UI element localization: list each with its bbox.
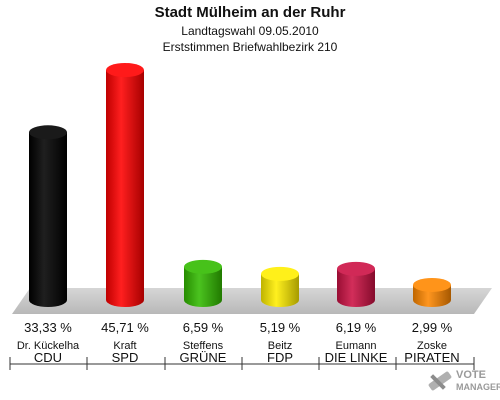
bar-die-linke: [337, 261, 375, 307]
bar-body: [337, 268, 375, 307]
value-label: 45,71 %: [101, 320, 149, 335]
bar-top: [413, 277, 451, 292]
party-label: CDU: [34, 350, 62, 365]
candidate-label: Dr. Kückelha: [17, 340, 80, 352]
bar-body: [261, 273, 299, 307]
party-label: PIRATEN: [404, 350, 459, 365]
party-label: GRÜNE: [180, 350, 227, 365]
watermark-line2: MANAGER: [456, 382, 500, 392]
vote-manager-logo: VOTE MANAGER: [428, 369, 500, 392]
candidate-label: Zoske: [417, 340, 447, 352]
bar-fdp: [261, 266, 299, 307]
bar-top: [29, 125, 67, 140]
bar-gr-ne: [184, 259, 222, 307]
chart-subtitle: Landtagswahl 09.05.2010: [181, 24, 319, 38]
value-label: 6,19 %: [336, 320, 377, 335]
party-label: FDP: [267, 350, 293, 365]
watermark-line1: VOTE: [456, 369, 486, 381]
party-label: SPD: [112, 350, 139, 365]
bar-top: [337, 261, 375, 276]
bar-body: [106, 70, 144, 307]
value-label: 6,59 %: [183, 320, 224, 335]
bar-body: [184, 266, 222, 307]
candidate-label: Kraft: [113, 340, 136, 352]
candidate-label: Steffens: [183, 340, 224, 352]
bar-cdu: [29, 125, 67, 307]
category-axis: [9, 357, 475, 370]
value-label: 2,99 %: [412, 320, 453, 335]
candidate-label: Beitz: [268, 340, 292, 352]
bar-top: [184, 259, 222, 274]
candidate-label: Eumann: [336, 340, 377, 352]
value-label: 5,19 %: [260, 320, 301, 335]
bar-top: [261, 266, 299, 281]
value-label: 33,33 %: [24, 320, 72, 335]
chart-subtitle-2: Erststimmen Briefwahlbezirk 210: [162, 40, 338, 54]
bar-spd: [106, 63, 144, 307]
bar-body: [29, 132, 67, 307]
bar-piraten: [413, 277, 451, 307]
bar-top: [106, 63, 144, 77]
party-label: DIE LINKE: [325, 350, 388, 365]
chart-title: Stadt Mülheim an der Ruhr: [154, 4, 346, 21]
